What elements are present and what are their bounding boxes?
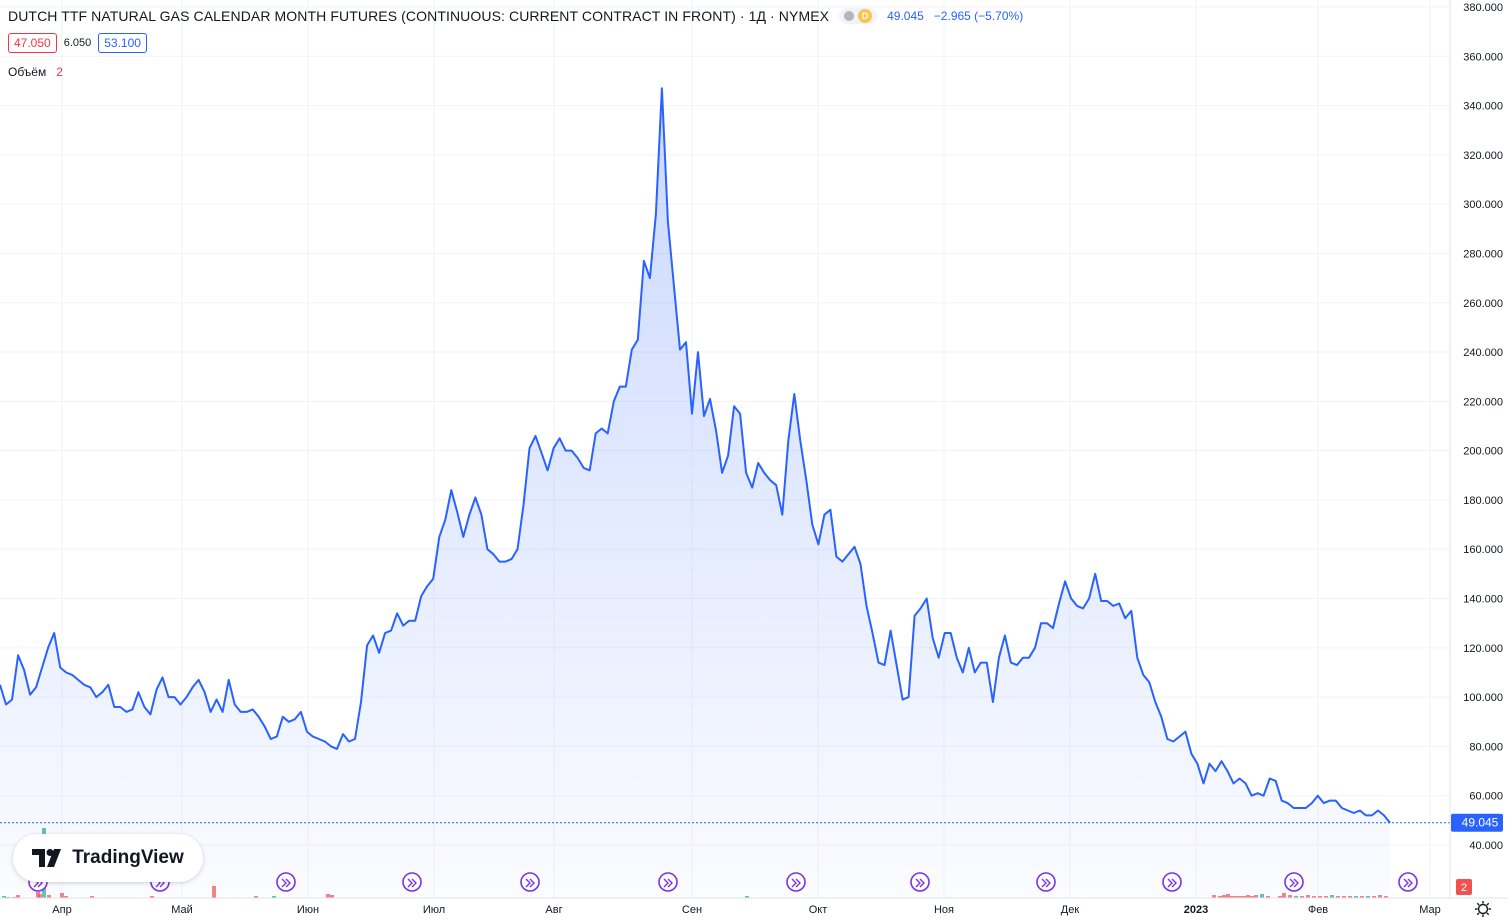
y-tick-label: 200.000 [1463, 446, 1503, 458]
x-tick-label: Фев [1308, 904, 1328, 916]
y-tick-label: 160.000 [1463, 544, 1503, 556]
x-tick-label: Окт [809, 904, 828, 916]
rollover-event-icon[interactable] [910, 872, 930, 892]
x-axis[interactable]: Апр Май Июн Июл Авг Сен Окт Ноя Дек 2023 Фев Мар [52, 904, 1440, 916]
tradingview-logo-text: TradingView [72, 847, 184, 868]
rollover-event-icon[interactable] [1284, 872, 1304, 892]
current-price-label: 49.045 [1451, 813, 1503, 832]
ask-price-button[interactable]: 53.100 [98, 33, 147, 53]
rollover-event-icon[interactable] [402, 872, 422, 892]
bid-ask-row: 47.050 6.050 53.100 [8, 33, 147, 53]
current-price-label-text: 49.045 [1462, 816, 1499, 830]
y-tick-label: 180.000 [1463, 495, 1503, 507]
x-tick-label: 2023 [1184, 904, 1208, 916]
y-tick-label: 380.000 [1463, 2, 1503, 14]
chart-header: DUTCH TTF NATURAL GAS CALENDAR MONTH FUT… [8, 6, 1023, 26]
volume-label: Объём [8, 65, 47, 79]
y-tick-label: 120.000 [1463, 643, 1503, 655]
rollover-event-icon[interactable] [520, 872, 540, 892]
settings-icon[interactable] [1475, 901, 1491, 917]
x-tick-label: Авг [545, 904, 562, 916]
y-tick-label: 280.000 [1463, 248, 1503, 260]
last-price: 49.045 [887, 9, 924, 23]
interval-badge: D [858, 9, 873, 23]
price-change: −2.965 (−5.70%) [933, 9, 1024, 23]
market-closed-dot-icon [844, 11, 855, 21]
x-tick-label: Май [171, 904, 193, 916]
tradingview-logo-icon [32, 849, 62, 867]
rollover-event-icon[interactable] [1162, 872, 1182, 892]
price-area-fill [0, 88, 1390, 899]
y-tick-label: 40.000 [1469, 840, 1503, 852]
x-tick-label: Апр [52, 904, 71, 916]
rollover-event-icon[interactable] [658, 872, 678, 892]
x-tick-label: Мар [1419, 904, 1441, 916]
x-tick-label: Сен [682, 904, 702, 916]
x-tick-label: Ноя [934, 904, 954, 916]
x-tick-label: Дек [1061, 904, 1080, 916]
y-tick-label: 220.000 [1463, 396, 1503, 408]
spread-value: 6.050 [63, 37, 92, 49]
y-tick-label: 80.000 [1469, 741, 1503, 753]
y-tick-label: 360.000 [1463, 51, 1503, 63]
market-status-badge[interactable]: D [839, 8, 878, 24]
rollover-event-icon[interactable] [1036, 872, 1056, 892]
current-price-label-bg [1451, 813, 1503, 832]
y-tick-label: 300.000 [1463, 199, 1503, 211]
price-line [0, 87, 1391, 824]
y-tick-label: 340.000 [1463, 101, 1503, 113]
tradingview-logo[interactable]: TradingView [13, 834, 203, 882]
y-tick-label: 320.000 [1463, 150, 1503, 162]
rollover-event-icon[interactable] [1398, 872, 1418, 892]
volume-legend[interactable]: Объём 2 [8, 65, 63, 79]
bid-price-button[interactable]: 47.050 [8, 33, 57, 53]
volume-axis-label: 2 [1456, 879, 1472, 895]
volume-axis-value: 2 [1461, 882, 1467, 894]
x-tick-label: Июн [297, 904, 319, 916]
rollover-event-icon[interactable] [786, 872, 806, 892]
y-axis[interactable]: 40.000 60.000 80.000 100.000 120.000 140.000 1… [1463, 2, 1503, 852]
y-tick-label: 260.000 [1463, 298, 1503, 310]
volume-value: 2 [56, 65, 63, 79]
y-tick-label: 60.000 [1469, 791, 1503, 803]
x-tick-label: Июл [423, 904, 445, 916]
event-markers[interactable] [28, 872, 1418, 892]
y-tick-label: 140.000 [1463, 594, 1503, 606]
y-tick-label: 240.000 [1463, 347, 1503, 359]
y-tick-label: 100.000 [1463, 692, 1503, 704]
symbol-title[interactable]: DUTCH TTF NATURAL GAS CALENDAR MONTH FUT… [8, 8, 830, 24]
rollover-event-icon[interactable] [276, 872, 296, 892]
